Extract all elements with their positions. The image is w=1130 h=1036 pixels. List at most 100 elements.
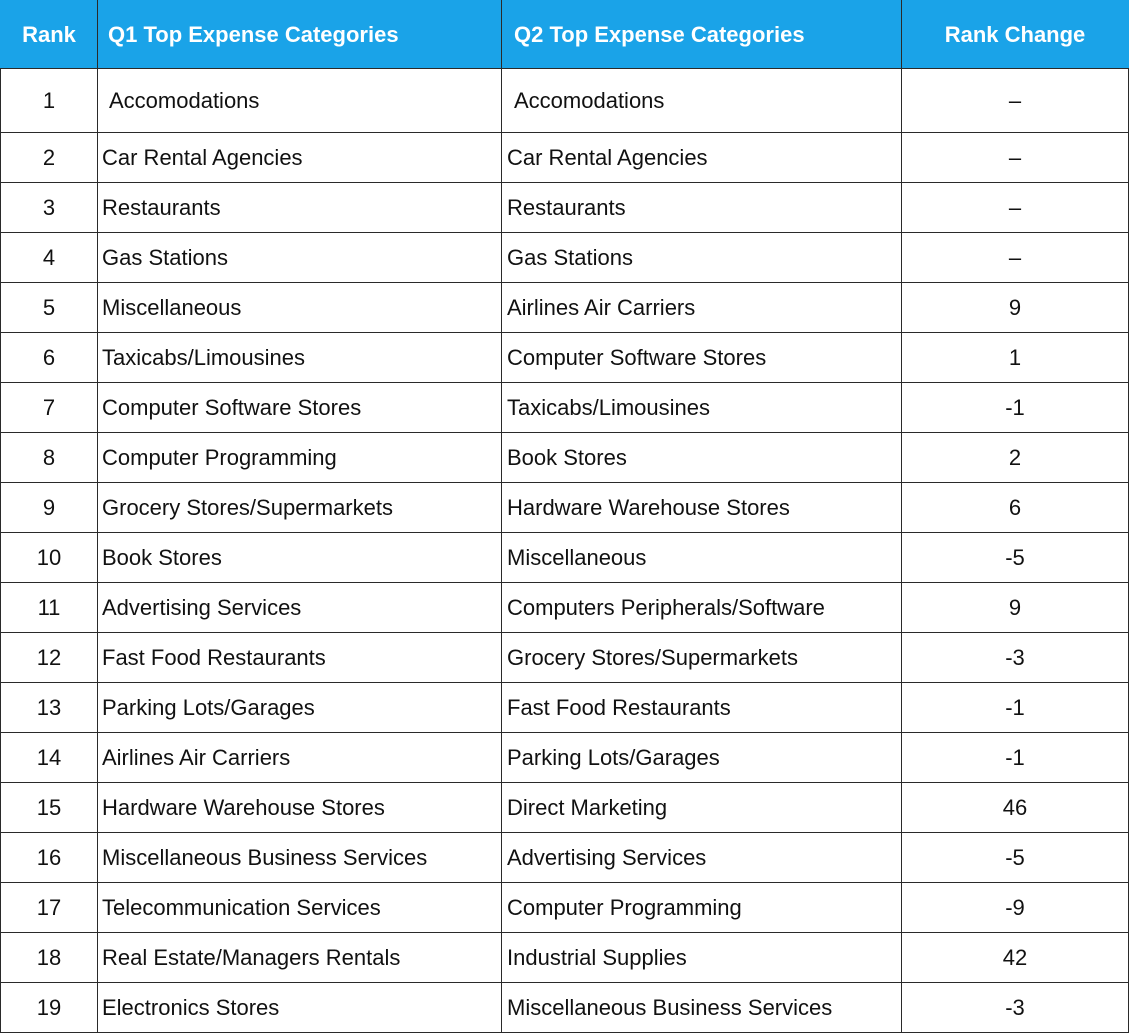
q1-category-cell: Parking Lots/Garages: [97, 682, 502, 733]
q2-category-cell: Restaurants: [501, 182, 902, 233]
q2-category-cell: Airlines Air Carriers: [501, 282, 902, 333]
rank-cell: 19: [0, 982, 98, 1033]
rank-change-cell: 9: [901, 582, 1129, 633]
table-row: 9 Grocery Stores/Supermarkets Hardware War…: [0, 482, 1129, 533]
rank-cell: 10: [0, 532, 98, 583]
rank-cell: 3: [0, 182, 98, 233]
q1-category-cell: Gas Stations: [97, 232, 502, 283]
q1-category-cell: Miscellaneous: [97, 282, 502, 333]
rank-cell: 5: [0, 282, 98, 333]
q2-category-cell: Direct Marketing: [501, 782, 902, 833]
header-rank-change: Rank Change: [901, 0, 1129, 69]
q2-category-cell: Grocery Stores/Supermarkets: [501, 632, 902, 683]
header-q2-categories: Q2 Top Expense Categories: [501, 0, 902, 69]
rank-cell: 17: [0, 882, 98, 933]
rank-cell: 7: [0, 382, 98, 433]
q1-category-cell: Miscellaneous Business Services: [97, 832, 502, 883]
q1-category-cell: Hardware Warehouse Stores: [97, 782, 502, 833]
table-row: 2 Car Rental Agencies Car Rental Agencies –: [0, 132, 1129, 183]
rank-change-cell: –: [901, 68, 1129, 133]
rank-change-cell: 2: [901, 432, 1129, 483]
q2-category-cell: Hardware Warehouse Stores: [501, 482, 902, 533]
rank-change-cell: -1: [901, 732, 1129, 783]
table-row: 5 Miscellaneous Airlines Air Carriers 9: [0, 282, 1129, 333]
q1-category-cell: Fast Food Restaurants: [97, 632, 502, 683]
table-row: 10 Book Stores Miscellaneous -5: [0, 532, 1129, 583]
q1-category-cell: Book Stores: [97, 532, 502, 583]
rank-change-cell: 9: [901, 282, 1129, 333]
q2-category-cell: Miscellaneous Business Services: [501, 982, 902, 1033]
table-row: 11 Advertising Services Computers Peripher…: [0, 582, 1129, 633]
rank-change-cell: -1: [901, 382, 1129, 433]
rank-change-cell: 46: [901, 782, 1129, 833]
rank-change-cell: -3: [901, 632, 1129, 683]
rank-cell: 1: [0, 68, 98, 133]
q1-category-cell: Airlines Air Carriers: [97, 732, 502, 783]
table-row: 16 Miscellaneous Business Services Adverti…: [0, 832, 1129, 883]
table-row: 15 Hardware Warehouse Stores Direct Market…: [0, 782, 1129, 833]
q2-category-cell: Advertising Services: [501, 832, 902, 883]
table-row: 18 Real Estate/Managers Rentals Industrial…: [0, 932, 1129, 983]
table-row: 17 Telecommunication Services Computer Pro…: [0, 882, 1129, 933]
rank-cell: 15: [0, 782, 98, 833]
rank-cell: 2: [0, 132, 98, 183]
table-row: 19 Electronics Stores Miscellaneous Busine…: [0, 982, 1129, 1033]
q1-category-cell: Computer Programming: [97, 432, 502, 483]
rank-change-cell: –: [901, 232, 1129, 283]
q1-category-cell: Telecommunication Services: [97, 882, 502, 933]
rank-change-cell: –: [901, 132, 1129, 183]
rank-change-cell: -5: [901, 832, 1129, 883]
rank-cell: 6: [0, 332, 98, 383]
q2-category-cell: Computer Programming: [501, 882, 902, 933]
q2-category-cell: Accomodations: [501, 68, 902, 133]
rank-cell: 18: [0, 932, 98, 983]
q1-category-cell: Real Estate/Managers Rentals: [97, 932, 502, 983]
rank-cell: 14: [0, 732, 98, 783]
table-body: 1 Accomodations Accomodations –2 Car Rental …: [0, 68, 1129, 1033]
rank-change-cell: –: [901, 182, 1129, 233]
rank-cell: 8: [0, 432, 98, 483]
table-row: 1 Accomodations Accomodations –: [0, 68, 1129, 133]
q2-category-cell: Car Rental Agencies: [501, 132, 902, 183]
q2-category-cell: Parking Lots/Garages: [501, 732, 902, 783]
rank-cell: 12: [0, 632, 98, 683]
rank-change-cell: 42: [901, 932, 1129, 983]
table-row: 8 Computer Programming Book Stores 2: [0, 432, 1129, 483]
q1-category-cell: Restaurants: [97, 182, 502, 233]
q1-category-cell: Computer Software Stores: [97, 382, 502, 433]
rank-change-cell: -5: [901, 532, 1129, 583]
rank-change-cell: -3: [901, 982, 1129, 1033]
rank-change-cell: 1: [901, 332, 1129, 383]
header-row: Rank Q1 Top Expense Categories Q2 Top Ex…: [0, 0, 1129, 69]
rank-cell: 13: [0, 682, 98, 733]
q2-category-cell: Industrial Supplies: [501, 932, 902, 983]
table-row: 6 Taxicabs/Limousines Computer Software St…: [0, 332, 1129, 383]
table-row: 12 Fast Food Restaurants Grocery Stores/Su…: [0, 632, 1129, 683]
rank-cell: 11: [0, 582, 98, 633]
table-row: 7 Computer Software Stores Taxicabs/Limous…: [0, 382, 1129, 433]
q2-category-cell: Taxicabs/Limousines: [501, 382, 902, 433]
q2-category-cell: Computer Software Stores: [501, 332, 902, 383]
table-header: Rank Q1 Top Expense Categories Q2 Top Ex…: [0, 0, 1129, 69]
rank-change-cell: -9: [901, 882, 1129, 933]
q2-category-cell: Book Stores: [501, 432, 902, 483]
rank-cell: 16: [0, 832, 98, 883]
q1-category-cell: Car Rental Agencies: [97, 132, 502, 183]
header-q1-categories: Q1 Top Expense Categories: [97, 0, 502, 69]
table-row: 13 Parking Lots/Garages Fast Food Restaura…: [0, 682, 1129, 733]
q2-category-cell: Miscellaneous: [501, 532, 902, 583]
header-rank: Rank: [0, 0, 98, 69]
table-row: 14 Airlines Air Carriers Parking Lots/Gara…: [0, 732, 1129, 783]
q1-category-cell: Advertising Services: [97, 582, 502, 633]
q1-category-cell: Accomodations: [97, 68, 502, 133]
q2-category-cell: Gas Stations: [501, 232, 902, 283]
q2-category-cell: Computers Peripherals/Software: [501, 582, 902, 633]
q1-category-cell: Electronics Stores: [97, 982, 502, 1033]
q1-category-cell: Grocery Stores/Supermarkets: [97, 482, 502, 533]
rank-cell: 4: [0, 232, 98, 283]
table-row: 4 Gas Stations Gas Stations –: [0, 232, 1129, 283]
q2-category-cell: Fast Food Restaurants: [501, 682, 902, 733]
rank-cell: 9: [0, 482, 98, 533]
